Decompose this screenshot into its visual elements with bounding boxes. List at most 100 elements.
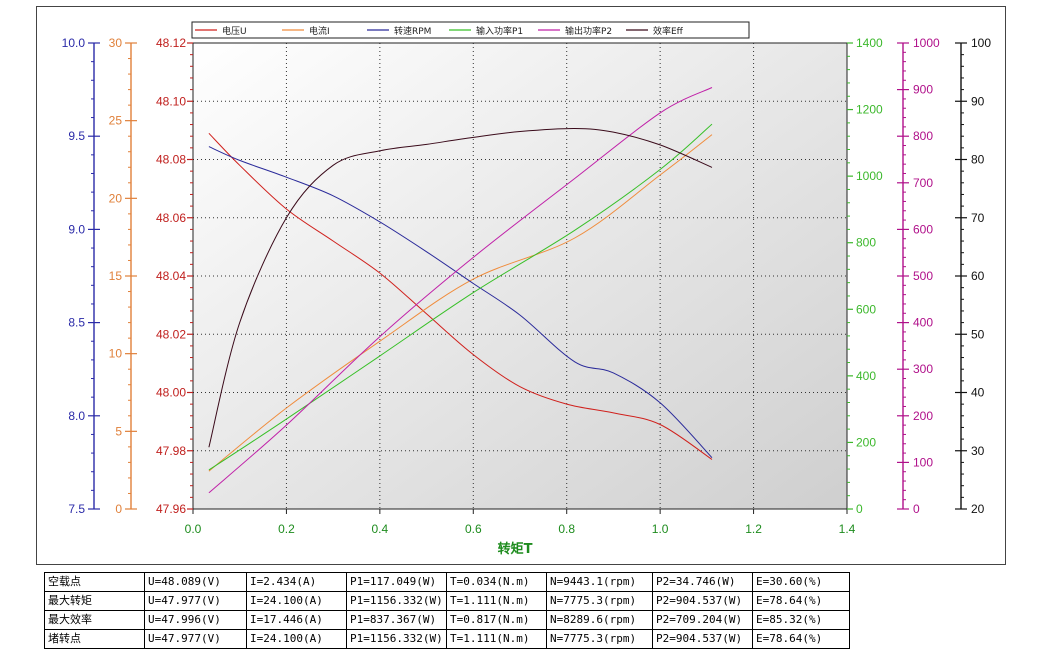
table-cell: P2=709.204(W) xyxy=(652,610,753,630)
series-line-eff xyxy=(208,127,713,448)
legend-label: 转速RPM xyxy=(394,25,431,37)
y-axis-p1: 0 200 400 600 800 1000 1200 1400 xyxy=(847,36,883,516)
table-cell: U=48.089(V) xyxy=(144,572,247,592)
y-tick-label-p2: 200 xyxy=(913,409,933,423)
y-axis-eff: 20 30 40 50 60 70 80 90 100 xyxy=(955,36,991,516)
y-tick-label-u: 47.96 xyxy=(156,502,186,516)
series-group xyxy=(208,87,713,494)
y-tick-label-p2: 600 xyxy=(913,222,933,236)
x-axis-label: 转矩T xyxy=(498,541,533,557)
x-tick-label: 1.4 xyxy=(839,522,856,536)
y-tick-label-p2: 1000 xyxy=(913,36,940,50)
table-cell: 空载点 xyxy=(44,572,145,592)
y-tick-label-i: 20 xyxy=(109,191,123,205)
table-cell: U=47.977(V) xyxy=(144,591,247,611)
table-cell: E=78.64(%) xyxy=(752,629,850,649)
series-line-i xyxy=(208,134,713,472)
y-tick-label-p2: 700 xyxy=(913,176,933,190)
y-tick-label-eff: 80 xyxy=(971,153,985,167)
y-tick-label-i: 5 xyxy=(115,424,122,438)
y-tick-label-u: 48.00 xyxy=(156,386,186,400)
plot-area xyxy=(193,43,847,509)
table-cell: I=24.100(A) xyxy=(246,591,347,611)
y-tick-label-rpm: 8.5 xyxy=(68,316,85,330)
y-tick-label-rpm: 9.0 xyxy=(68,222,85,236)
table-cell: 最大效率 xyxy=(44,610,145,630)
table-cell: P1=117.049(W) xyxy=(346,572,447,592)
table-row: 最大转矩 U=47.977(V) I=24.100(A) P1=1156.332(W)… xyxy=(44,591,850,611)
y-tick-label-i: 10 xyxy=(109,347,123,361)
table-cell: I=17.446(A) xyxy=(246,610,347,630)
y-tick-label-p2: 400 xyxy=(913,316,933,330)
table-cell: E=30.60(%) xyxy=(752,572,850,592)
y-tick-label-u: 48.04 xyxy=(156,269,186,283)
y-tick-label-eff: 50 xyxy=(971,327,985,341)
table-cell: T=1.111(N.m) xyxy=(446,591,547,611)
table-cell: P1=1156.332(W) xyxy=(346,629,447,649)
summary-table-body: 空载点 U=48.089(V) I=2.434(A) P1=117.049(W) T=0… xyxy=(44,572,850,649)
table-cell: T=0.034(N.m) xyxy=(446,572,547,592)
table-cell: 堵转点 xyxy=(44,629,145,649)
table-cell: N=8289.6(rpm) xyxy=(546,610,653,630)
y-tick-label-u: 47.98 xyxy=(156,444,186,458)
y-tick-label-u: 48.08 xyxy=(156,153,186,167)
y-tick-label-p2: 900 xyxy=(913,83,933,97)
y-tick-label-eff: 100 xyxy=(971,36,991,50)
y-axis-p2: 0 100 200 300 400 500 600 700 800 900 1000 xyxy=(897,36,940,516)
y-tick-label-eff: 90 xyxy=(971,94,985,108)
y-tick-label-eff: 30 xyxy=(971,444,985,458)
series-line-p2 xyxy=(208,87,713,494)
table-cell: U=47.996(V) xyxy=(144,610,247,630)
y-tick-label-eff: 70 xyxy=(971,211,985,225)
y-tick-label-i: 30 xyxy=(109,36,123,50)
y-tick-label-p1: 800 xyxy=(856,236,876,250)
x-tick-label: 0.0 xyxy=(185,522,202,536)
table-row: 最大效率 U=47.996(V) I=17.446(A) P1=837.367(W) T… xyxy=(44,610,850,630)
table-cell: E=85.32(%) xyxy=(752,610,850,630)
y-tick-label-p2: 300 xyxy=(913,362,933,376)
y-tick-label-p1: 1000 xyxy=(856,169,883,183)
y-tick-label-u: 48.06 xyxy=(156,211,186,225)
table-row: 空载点 U=48.089(V) I=2.434(A) P1=117.049(W) T=0… xyxy=(44,572,850,592)
y-tick-label-rpm: 7.5 xyxy=(68,502,85,516)
x-tick-label: 1.2 xyxy=(745,522,762,536)
table-cell: E=78.64(%) xyxy=(752,591,850,611)
y-tick-label-p2: 500 xyxy=(913,269,933,283)
x-tick-label: 0.6 xyxy=(465,522,482,536)
table-cell: T=0.817(N.m) xyxy=(446,610,547,630)
grid-lines xyxy=(193,43,847,509)
y-tick-label-p1: 400 xyxy=(856,369,876,383)
y-tick-label-p1: 1400 xyxy=(856,36,883,50)
table-row: 堵转点 U=47.977(V) I=24.100(A) P1=1156.332(W) T… xyxy=(44,629,850,649)
table-cell: P2=904.537(W) xyxy=(652,591,753,611)
table-cell: N=9443.1(rpm) xyxy=(546,572,653,592)
legend-label: 输入功率P1 xyxy=(476,25,523,37)
y-tick-label-eff: 60 xyxy=(971,269,985,283)
y-tick-label-p1: 200 xyxy=(856,435,876,449)
series-line-p1 xyxy=(208,123,713,471)
legend-label: 效率Eff xyxy=(653,25,684,37)
summary-table: 空载点 U=48.089(V) I=2.434(A) P1=117.049(W) T=0… xyxy=(44,572,850,649)
y-axis-rpm: 7.5 8.0 8.5 9.0 9.5 10.0 xyxy=(62,36,100,516)
table-cell: P2=34.746(W) xyxy=(652,572,753,592)
y-tick-label-eff: 40 xyxy=(971,386,985,400)
table-cell: P2=904.537(W) xyxy=(652,629,753,649)
table-cell: 最大转矩 xyxy=(44,591,145,611)
table-cell: U=47.977(V) xyxy=(144,629,247,649)
y-tick-label-p1: 0 xyxy=(856,502,863,516)
table-cell: T=1.111(N.m) xyxy=(446,629,547,649)
series-line-u xyxy=(208,132,713,460)
y-axis-i: 0 5 10 15 20 25 30 xyxy=(109,36,137,516)
table-cell: N=7775.3(rpm) xyxy=(546,591,653,611)
y-tick-label-p2: 100 xyxy=(913,455,933,469)
x-tick-label: 0.2 xyxy=(278,522,295,536)
x-tick-label: 0.8 xyxy=(558,522,575,536)
y-tick-label-p1: 1200 xyxy=(856,103,883,117)
table-cell: N=7775.3(rpm) xyxy=(546,629,653,649)
y-tick-label-u: 48.02 xyxy=(156,327,186,341)
y-tick-label-eff: 20 xyxy=(971,502,985,516)
y-tick-label-p2: 800 xyxy=(913,129,933,143)
legend-label: 输出功率P2 xyxy=(565,25,612,37)
y-tick-label-rpm: 8.0 xyxy=(68,409,85,423)
y-tick-label-rpm: 10.0 xyxy=(62,36,86,50)
